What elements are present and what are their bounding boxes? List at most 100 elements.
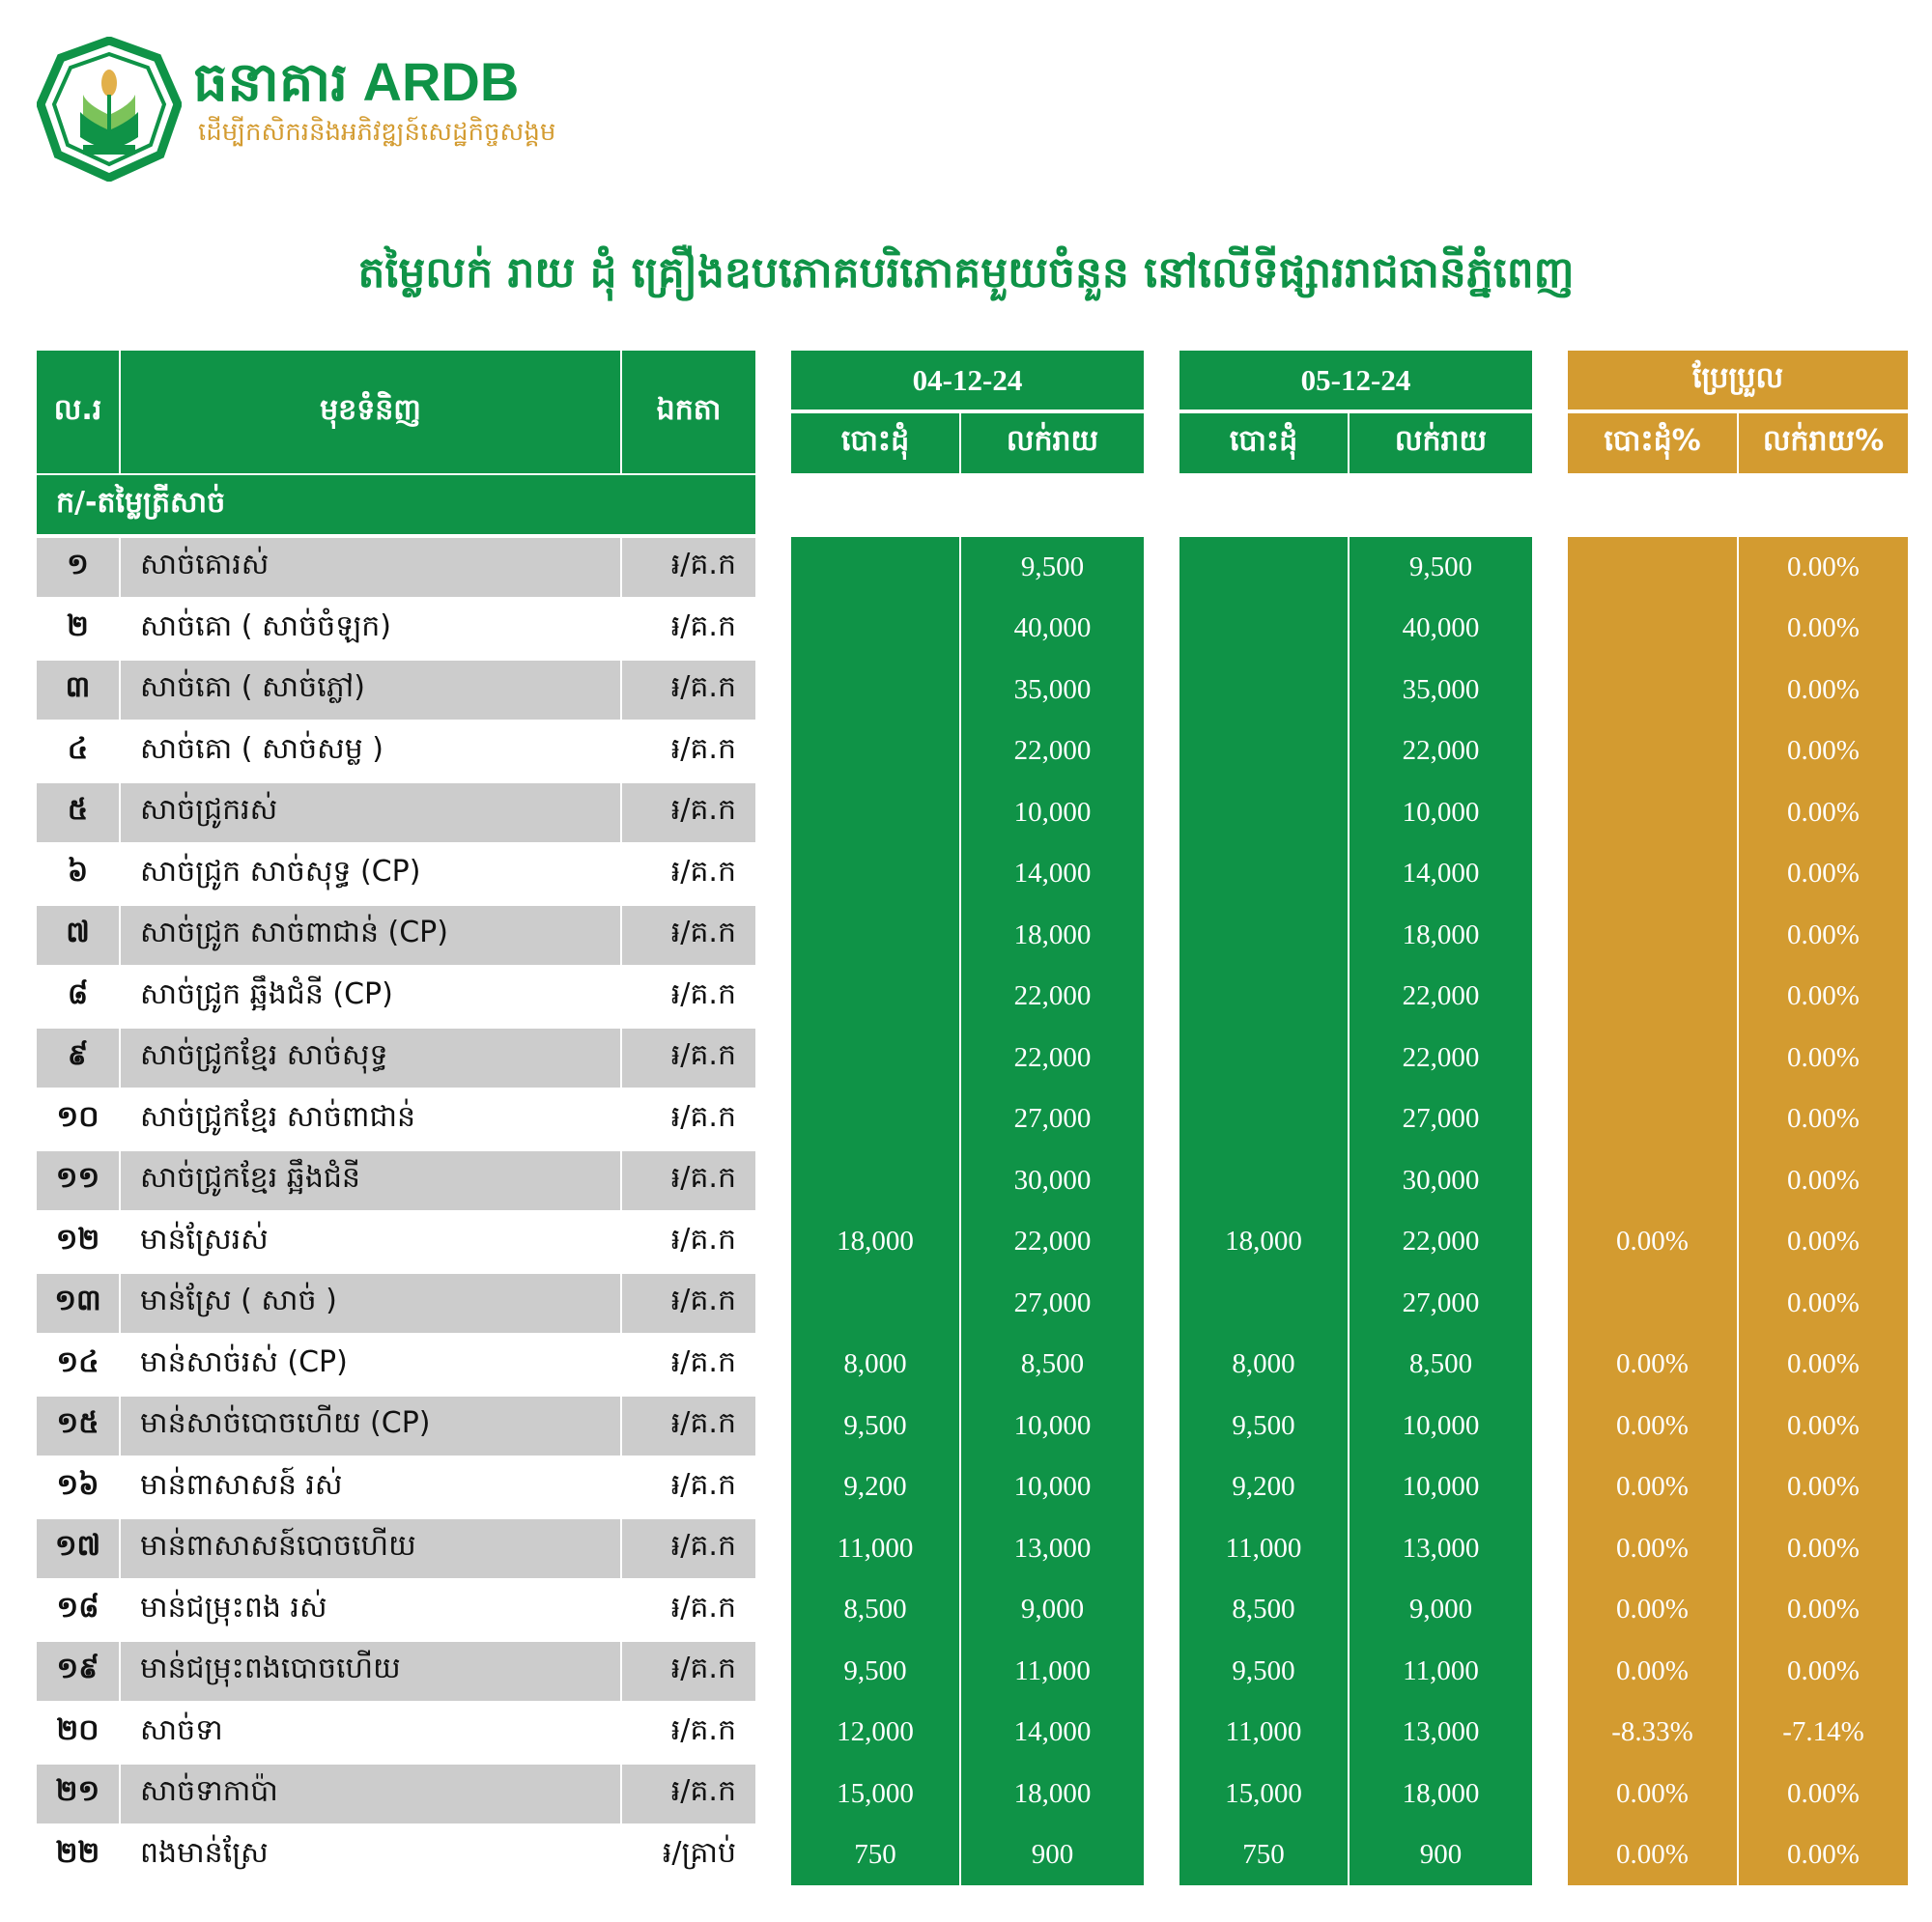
row-change-retail: 0.00%	[1787, 1654, 1860, 1686]
row-change-wholesale	[1568, 1090, 1737, 1149]
row-date1-wholesale	[791, 906, 959, 965]
row-unit: ៛/គ.ក	[622, 1151, 755, 1210]
row-change-wholesale: 0.00%	[1616, 1532, 1689, 1564]
row-item: មាន់សាច់បោចហើយ (CP)	[121, 1397, 620, 1456]
row-change-wholesale	[1568, 661, 1737, 720]
header-change-retail: លក់រាយ%	[1739, 413, 1908, 473]
row-number: ១៩	[37, 1642, 119, 1701]
row-date2-wholesale: 8,000	[1232, 1348, 1295, 1380]
row-change-wholesale	[1568, 722, 1737, 781]
row-date2-retail: 11,000	[1403, 1654, 1479, 1686]
row-date1-retail: 22,000	[1013, 980, 1092, 1012]
row-unit: ៛/គ.ក	[670, 608, 736, 643]
row-change-wholesale: 0.00%	[1616, 1839, 1689, 1871]
header-date2-retail: លក់រាយ	[1350, 413, 1532, 473]
row-date1-retail: 30,000	[1013, 1164, 1092, 1196]
row-unit: ៛/គ.ក	[670, 976, 736, 1011]
row-unit: ៛/គ.ក	[622, 1642, 755, 1701]
row-change-wholesale: 0.00%	[1616, 1594, 1689, 1625]
header-item: មុខទំនិញ	[121, 351, 620, 473]
row-date2-retail: 10,000	[1402, 796, 1480, 828]
row-change-retail: 0.00%	[1787, 1041, 1860, 1073]
row-change-retail: 0.00%	[1787, 1409, 1860, 1441]
row-unit: ៛/គ.ក	[670, 731, 736, 766]
row-date1-retail: 40,000	[1013, 612, 1092, 644]
row-number: ១៤	[56, 1344, 99, 1379]
row-date1-retail: 22,000	[1013, 1226, 1092, 1258]
row-date2-retail: 22,000	[1402, 1226, 1480, 1258]
row-change-retail: 0.00%	[1787, 735, 1860, 767]
row-change-wholesale: 0.00%	[1616, 1409, 1689, 1441]
row-number: ១៥	[37, 1397, 119, 1456]
row-number: ១៨	[56, 1590, 99, 1625]
row-unit: ៛/គ.ក	[622, 906, 755, 965]
row-number: ១៦	[56, 1467, 99, 1502]
row-date1-retail: 900	[1031, 1839, 1074, 1871]
row-change-wholesale	[1568, 538, 1737, 597]
row-unit: ៛/គ.ក	[622, 1397, 755, 1456]
row-date2-wholesale	[1179, 600, 1348, 659]
row-number: ២១	[37, 1765, 119, 1823]
row-date2-retail: 13,000	[1402, 1532, 1480, 1564]
row-date2-wholesale: 750	[1242, 1839, 1285, 1871]
header-change-wholesale: បោះដុំ%	[1568, 413, 1737, 473]
brand-name: ធនាគារ ARDB	[193, 51, 520, 112]
row-date1-wholesale	[791, 783, 959, 842]
row-unit: ៛/គ.ក	[622, 661, 755, 720]
row-change-retail: -7.14%	[1782, 1716, 1864, 1748]
row-item: សាច់គោ ( សាច់ចំឡក)	[140, 608, 392, 643]
row-date2-retail: 18,000	[1402, 1777, 1480, 1809]
row-date1-retail: 10,000	[1013, 796, 1092, 828]
header-no: ល.រ	[37, 351, 119, 473]
row-change-wholesale: 0.00%	[1616, 1777, 1689, 1809]
col-date1-wholesale	[791, 537, 959, 1885]
row-date2-wholesale	[1179, 1151, 1348, 1210]
row-number: ២០	[56, 1712, 99, 1747]
row-date1-wholesale	[791, 1151, 959, 1210]
col-date1-retail	[961, 537, 1144, 1885]
row-date2-retail: 22,000	[1402, 1041, 1480, 1073]
row-date1-retail: 13,000	[1013, 1532, 1092, 1564]
row-date1-wholesale	[791, 1090, 959, 1149]
row-item: មាន់ពាសាសន៍ រស់	[140, 1467, 343, 1502]
row-date2-wholesale	[1179, 1274, 1348, 1333]
row-date2-wholesale: 9,500	[1232, 1654, 1295, 1686]
row-item: សាច់ទា	[140, 1712, 223, 1747]
row-date1-wholesale: 15,000	[837, 1777, 914, 1809]
row-date2-wholesale: 11,000	[1225, 1532, 1302, 1564]
row-item: មាន់ពាសាសន៍បោចហើយ	[121, 1519, 620, 1578]
row-date1-retail: 9,000	[1020, 1594, 1085, 1625]
row-item: សាច់គោ ( សាច់ភ្លៅ)	[121, 661, 620, 720]
row-change-retail: 0.00%	[1787, 612, 1860, 644]
row-date1-wholesale	[791, 968, 959, 1027]
row-date2-wholesale	[1179, 968, 1348, 1027]
row-change-wholesale	[1568, 1274, 1737, 1333]
row-unit: ៛/គ.ក	[622, 1519, 755, 1578]
row-change-retail: 0.00%	[1787, 1471, 1860, 1503]
row-date2-retail: 9,000	[1408, 1594, 1473, 1625]
row-date2-wholesale	[1179, 538, 1348, 597]
row-number: ៣	[37, 661, 119, 720]
row-change-retail: 0.00%	[1787, 980, 1860, 1012]
row-item: សាច់ជ្រូក សាច់ពាជាន់ (CP)	[121, 906, 620, 965]
row-number: ១០	[56, 1099, 99, 1134]
row-change-retail: 0.00%	[1787, 919, 1860, 950]
row-number: ១៣	[37, 1274, 119, 1333]
row-change-retail: 0.00%	[1787, 858, 1860, 890]
row-item: សាច់ទាកាប៉ា	[121, 1765, 620, 1823]
row-date1-wholesale: 12,000	[837, 1716, 914, 1748]
row-date2-retail: 22,000	[1402, 735, 1480, 767]
row-date2-retail: 18,000	[1402, 919, 1480, 950]
row-unit: ៛/គ.ក	[670, 1099, 736, 1134]
row-unit: ៛/គ.ក	[622, 1029, 755, 1088]
row-date2-retail: 30,000	[1402, 1164, 1480, 1196]
row-date1-wholesale	[791, 1274, 959, 1333]
row-change-retail: 0.00%	[1787, 1348, 1860, 1380]
row-item: សាច់គោ ( សាច់សម្ល )	[140, 731, 384, 766]
row-item: សាច់ជ្រូកខ្មែរ ឆ្អឹងជំនី	[121, 1151, 620, 1210]
row-date2-retail: 9,500	[1408, 551, 1473, 582]
row-change-wholesale	[1568, 600, 1737, 659]
row-change-wholesale	[1568, 1029, 1737, 1088]
row-change-retail: 0.00%	[1787, 796, 1860, 828]
row-date1-retail: 27,000	[1013, 1103, 1092, 1135]
